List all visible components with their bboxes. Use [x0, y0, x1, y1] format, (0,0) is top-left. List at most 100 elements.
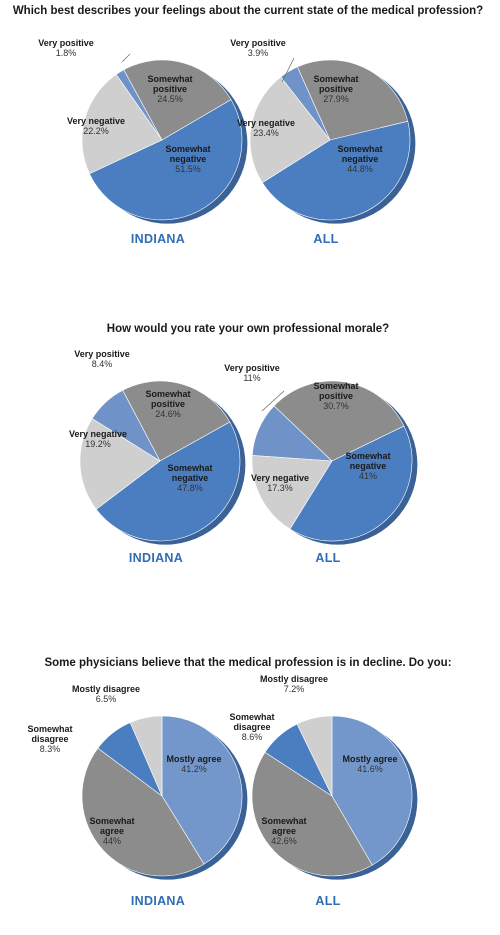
slice-very-negative — [79, 418, 161, 510]
slice-label-name: Very positive — [230, 38, 286, 48]
slice-mostly-agree — [331, 715, 413, 866]
slice-label-name: Very positive — [224, 363, 280, 373]
slice-label-value: 17.3% — [267, 483, 293, 493]
slice-label-name: Somewhat — [229, 712, 274, 722]
slice-label-value: 3.9% — [248, 48, 269, 58]
chart-title: How would you rate your own professional… — [107, 323, 389, 335]
slice-label-value: 27.9% — [323, 94, 349, 104]
slice-mostly-disagree — [296, 715, 333, 797]
region-label-indiana: INDIANA — [131, 232, 185, 246]
slice-label-value: 6.5% — [96, 694, 117, 704]
slice-label-name: Somewhat — [145, 389, 190, 399]
slice-very-negative — [81, 74, 163, 175]
region-label-all: ALL — [315, 894, 340, 908]
slice-label-name: negative — [350, 461, 387, 471]
slice-label-name: Somewhat — [261, 816, 306, 826]
slice-label-name: positive — [319, 84, 353, 94]
leader-line — [121, 53, 131, 63]
chart-feelings-medical-profession: Which best describes your feelings about… — [13, 5, 483, 246]
slice-label-value: 44% — [103, 836, 121, 846]
pie-indiana: Mostly agree41.2%Somewhatagree44%Somewha… — [27, 684, 248, 908]
slice-label-value: 41.6% — [357, 764, 383, 774]
slice-somewhat-positive — [123, 59, 232, 141]
pie-all: Very positive11%Somewhatpositive30.7%Som… — [224, 363, 418, 565]
slice-label-name: Very negative — [67, 116, 125, 126]
slice-label-value: 47.8% — [177, 483, 203, 493]
slice-very-negative — [249, 76, 331, 184]
slice-label-value: 41.2% — [181, 764, 207, 774]
slice-label-value: 42.6% — [271, 836, 297, 846]
slice-mostly-disagree — [129, 715, 163, 797]
slice-label-name: Somewhat — [345, 451, 390, 461]
slice-label-name: Mostly disagree — [72, 684, 140, 694]
slice-label-name: negative — [172, 473, 209, 483]
slice-mostly-agree — [161, 715, 243, 865]
slice-label-name: Mostly agree — [166, 754, 221, 764]
slice-somewhat-negative — [89, 99, 243, 221]
slice-label-name: Somewhat — [27, 724, 72, 734]
slice-label-name: Very negative — [69, 429, 127, 439]
slice-label-name: negative — [170, 154, 207, 164]
region-label-all: ALL — [315, 551, 340, 565]
slice-label-name: Somewhat — [165, 144, 210, 154]
slice-label-value: 7.2% — [284, 684, 305, 694]
slice-label-name: Somewhat — [89, 816, 134, 826]
slice-label-name: agree — [100, 826, 124, 836]
slice-label-name: Somewhat — [313, 381, 358, 391]
leader-line — [261, 390, 285, 412]
slice-label-name: negative — [342, 154, 379, 164]
slice-label-name: Very negative — [251, 473, 309, 483]
slice-label-name: positive — [151, 399, 185, 409]
slice-label-name: Somewhat — [167, 463, 212, 473]
slice-label-name: positive — [153, 84, 187, 94]
pie-all: Mostly agree41.6%Somewhatagree42.6%Somew… — [229, 674, 418, 908]
slice-label-value: 11% — [243, 373, 260, 383]
slice-label-name: Somewhat — [313, 74, 358, 84]
pie-indiana: Very positive1.8%Somewhatpositive24.5%So… — [38, 38, 248, 246]
chart-title: Some physicians believe that the medical… — [44, 657, 451, 669]
slice-label-name: Mostly disagree — [260, 674, 328, 684]
chart-professional-morale: How would you rate your own professional… — [69, 323, 418, 565]
slice-label-value: 41% — [359, 471, 377, 481]
slice-label-value: 22.2% — [83, 126, 109, 136]
slice-label-name: positive — [319, 391, 353, 401]
slice-label-value: 24.6% — [155, 409, 181, 419]
slice-somewhat-positive — [297, 59, 409, 141]
slice-label-name: disagree — [31, 734, 68, 744]
slice-label-value: 19.2% — [85, 439, 111, 449]
slice-label-value: 24.5% — [157, 94, 183, 104]
slice-label-value: 51.5% — [175, 164, 201, 174]
slice-label-value: 30.7% — [323, 401, 349, 411]
slice-label-value: 8.4% — [92, 359, 113, 369]
slice-somewhat-positive — [273, 380, 405, 462]
region-label-all: ALL — [313, 232, 338, 246]
slice-label-name: Somewhat — [147, 74, 192, 84]
slice-label-value: 8.3% — [40, 744, 61, 754]
slice-somewhat-positive — [122, 380, 231, 462]
slice-label-value: 8.6% — [242, 732, 263, 742]
chart-profession-decline: Some physicians believe that the medical… — [27, 657, 451, 908]
slice-somewhat-negative — [95, 421, 241, 542]
slice-somewhat-negative — [261, 120, 411, 221]
slice-label-value: 44.8% — [347, 164, 373, 174]
